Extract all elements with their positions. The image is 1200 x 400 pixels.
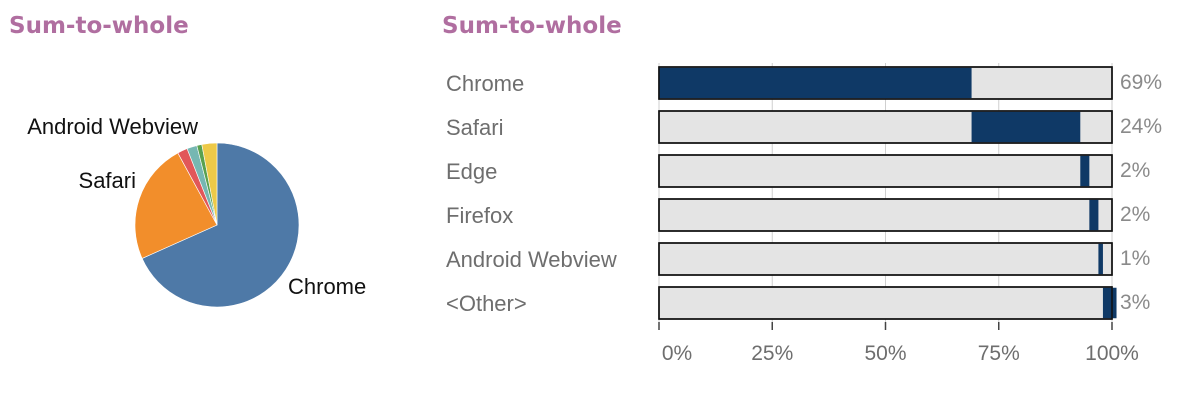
pie-label-android-webview: Android Webview — [27, 114, 198, 139]
value-label-firefox: 2% — [1120, 203, 1150, 226]
category-label-chrome: Chrome — [446, 71, 524, 96]
bar-track-android-webview — [658, 242, 1113, 276]
bar-track-edge — [658, 154, 1113, 188]
bar-border-edge — [658, 154, 1113, 188]
x-tick-label: 50% — [864, 342, 906, 365]
pie-slice-safari — [134, 152, 218, 259]
pie-label-safari: Safari — [79, 168, 136, 193]
pie-slice-chrome — [141, 142, 300, 308]
category-label-safari: Safari — [446, 115, 503, 140]
bar-border-other — [658, 286, 1113, 320]
value-label-other: 3% — [1120, 291, 1150, 314]
category-label-edge: Edge — [446, 159, 497, 184]
category-label-firefox: Firefox — [446, 203, 513, 228]
x-tick-label: 100% — [1085, 342, 1139, 365]
bar-other — [1102, 287, 1117, 319]
pie-chart-title: Sum-to-whole — [9, 13, 189, 39]
bar-chrome — [659, 67, 972, 99]
x-tick-label: 0% — [662, 342, 692, 365]
pie-slice-other — [201, 142, 218, 226]
bar-track-firefox — [658, 198, 1113, 232]
x-tick-label: 25% — [751, 342, 793, 365]
category-label-other: <Other> — [446, 291, 527, 316]
bar-border-android-webview — [658, 242, 1113, 276]
value-label-android-webview: 1% — [1120, 247, 1150, 270]
bar-border-chrome — [658, 66, 1113, 100]
bar-border-firefox — [658, 198, 1113, 232]
bar-safari — [971, 111, 1081, 143]
value-label-edge: 2% — [1120, 159, 1150, 182]
x-tick-label: 75% — [978, 342, 1020, 365]
bar-chart-title: Sum-to-whole — [442, 13, 622, 39]
pie-label-chrome: Chrome — [288, 274, 366, 299]
category-label-android-webview: Android Webview — [446, 247, 617, 272]
bar-track-other — [658, 286, 1113, 320]
bar-border-safari — [658, 110, 1113, 144]
value-label-safari: 24% — [1120, 115, 1162, 138]
bar-android-webview — [1098, 243, 1103, 275]
bar-firefox — [1089, 199, 1099, 231]
value-label-chrome: 69% — [1120, 71, 1162, 94]
bar-edge — [1080, 155, 1090, 187]
